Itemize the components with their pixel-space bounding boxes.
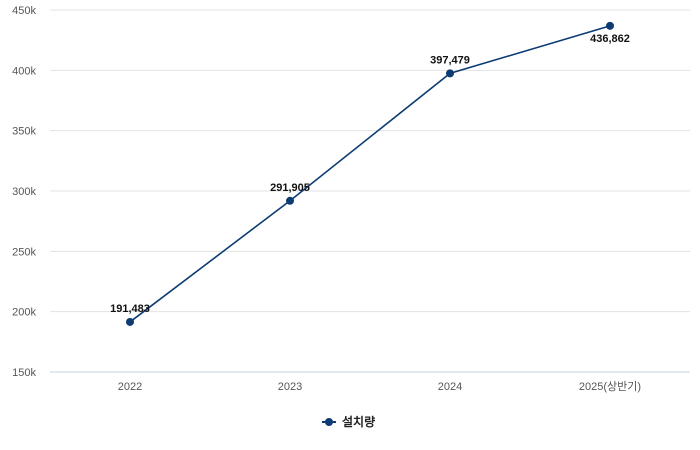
x-tick-label: 2022 [118, 381, 142, 393]
data-point-marker[interactable] [286, 196, 294, 205]
data-label: 291,905 [270, 182, 310, 194]
data-point-marker[interactable] [126, 317, 134, 326]
series-polyline [129, 25, 611, 323]
y-tick-label: 450k [12, 5, 36, 17]
data-label: 436,862 [590, 33, 630, 45]
y-tick-label: 300k [12, 186, 36, 198]
data-labels: 191,483 291,905 397,479 436,862 [110, 33, 630, 315]
data-label: 191,483 [110, 303, 150, 315]
data-label: 397,479 [430, 54, 470, 66]
x-tick-label: 2024 [438, 381, 462, 393]
data-point-marker[interactable] [606, 21, 614, 30]
legend: 설치량 [322, 413, 375, 430]
y-tick-label: 150k [12, 367, 36, 379]
gridlines [50, 9, 690, 373]
x-tick-label: 2025(상반기) [579, 380, 641, 393]
x-axis: 2022 2023 2024 2025(상반기) [118, 380, 641, 393]
series-line [126, 21, 614, 326]
data-point-marker[interactable] [446, 69, 454, 78]
legend-label: 설치량 [342, 415, 376, 429]
y-tick-label: 200k [12, 307, 36, 319]
y-tick-label: 400k [12, 65, 36, 77]
y-tick-label: 250k [12, 246, 36, 258]
x-tick-label: 2023 [278, 381, 302, 393]
y-tick-label: 350k [12, 126, 36, 138]
y-axis: 150k 200k 250k 300k 350k 400k 450k [12, 5, 36, 379]
legend-line-marker-icon [322, 417, 336, 427]
